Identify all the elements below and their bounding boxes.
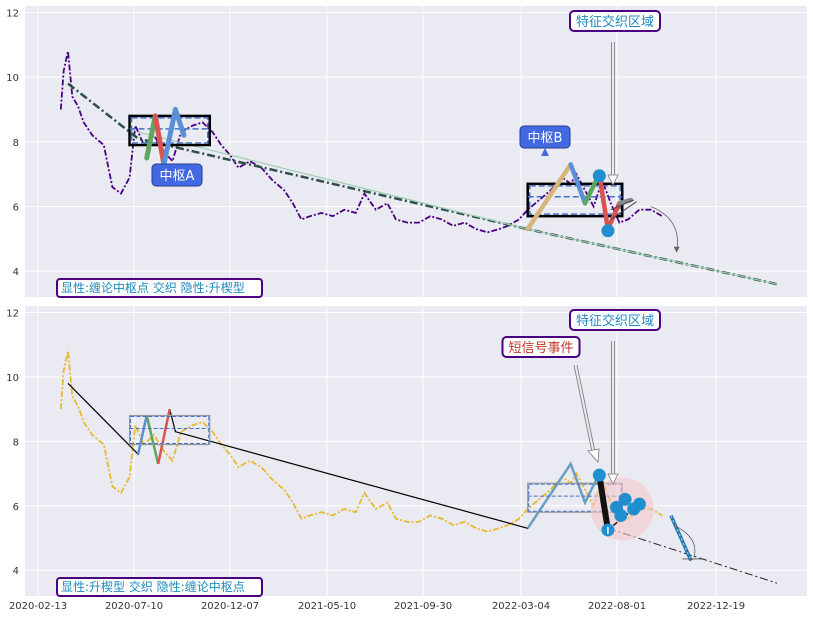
top-panel-bg <box>25 6 807 297</box>
y-tick-label: 8 <box>13 138 19 149</box>
panel-legend: 显性:缠论中枢点 交织 隐性:升楔型 <box>56 278 263 298</box>
zhongshu-inner-box <box>528 483 622 512</box>
x-tick-label: 2022-12-19 <box>687 601 745 612</box>
zigzag-segment <box>172 107 187 138</box>
panel-legend-text: 显性:升楔型 交织 隐性:缠论中枢点 <box>61 579 245 594</box>
curve-arrow <box>650 206 678 252</box>
annotation-feature-arrow-head <box>607 473 619 485</box>
zigzag-segment <box>525 162 573 232</box>
trend-line-outer <box>67 82 778 286</box>
wedge-drop-inner <box>670 515 692 561</box>
zhongshu-box <box>128 414 211 446</box>
annotation-signal-event-group: 短信号事件 <box>501 336 581 358</box>
zigzag-segment <box>152 113 167 167</box>
zigzag-segment <box>156 408 171 465</box>
zhongshu-label: 中枢A <box>160 169 195 184</box>
projection-line <box>607 527 778 584</box>
zigzag-segment <box>597 171 611 232</box>
zhongshu-label-group: 中枢A <box>151 163 203 187</box>
annotation-feature-arrow-head <box>607 174 619 186</box>
x-tick-label: 2020-02-13 <box>9 601 67 612</box>
zhongshu-label: 中枢B <box>528 131 563 146</box>
annotation-signal-event-box <box>501 336 581 358</box>
signal-marker <box>632 497 646 511</box>
x-tick-label: 2020-07-10 <box>105 601 163 612</box>
annotation-feature-zone-box <box>569 10 661 32</box>
y-tick-label: 6 <box>13 502 19 513</box>
zigzag-segment <box>161 107 178 167</box>
annotation-feature-arrow <box>607 341 619 485</box>
y-tick-label: 6 <box>13 202 19 213</box>
signal-marker <box>592 468 606 482</box>
zigzag-segment <box>144 113 158 161</box>
y-tick-label: 8 <box>13 437 19 448</box>
signal-marker <box>614 508 628 522</box>
zigzag-segment <box>617 197 634 206</box>
y-tick-label: 10 <box>6 373 19 384</box>
top-panel: 4 6 8 10 12 中枢A 中枢B 显性:缠论中枢点 交织 隐性:升楔型 <box>6 6 807 298</box>
price-series <box>59 51 663 234</box>
signal-arrow-head <box>587 448 600 463</box>
price-series <box>59 350 663 533</box>
y-tick-label: 10 <box>6 73 19 84</box>
annotation-feature-zone: 特征交织区域 <box>576 14 654 30</box>
y-tick-label: 12 <box>6 308 19 319</box>
pivot-marker <box>592 169 606 183</box>
curve-arrow-head <box>673 246 680 253</box>
wedge-line <box>610 199 634 211</box>
bottom-panel-plot <box>59 350 778 584</box>
panel-legend-text: 显性:缠论中枢点 交织 隐性:升楔型 <box>61 280 245 295</box>
x-tick-label: 2022-03-04 <box>492 601 550 612</box>
zhongshu-inner-box <box>528 185 621 215</box>
signal-drop <box>596 474 611 531</box>
bottom-panel-bg <box>25 306 807 596</box>
wedge-line <box>610 201 637 220</box>
x-tick-label: 2020-12-07 <box>201 601 259 612</box>
signal-arrow-shaft-r <box>576 364 596 453</box>
annotation-feature-arrow <box>607 42 619 186</box>
zhongshu-label-pointer <box>541 148 549 156</box>
zigzag-segment <box>145 415 160 465</box>
top-panel-plot <box>59 51 778 286</box>
pivot-marker <box>601 224 615 238</box>
curve-arrow <box>673 524 696 558</box>
x-tick-label: 2021-05-10 <box>298 601 356 612</box>
zigzag-segment <box>568 162 588 206</box>
y-tick-label: 4 <box>13 267 19 278</box>
panel-legend-box <box>56 278 263 298</box>
annotation-signal-event: 短信号事件 <box>508 341 573 356</box>
signal-marker <box>618 492 632 506</box>
zigzag-segment <box>136 415 148 455</box>
panel-legend-box <box>56 577 263 597</box>
zhongshu-label-bg <box>151 163 203 187</box>
annotation-feature-zone-group: 特征交织区域 <box>569 10 661 32</box>
annotation-feature-zone: 特征交织区域 <box>576 313 654 329</box>
x-tick-label: 2021-09-30 <box>394 601 452 612</box>
panel-legend: 显性:升楔型 交织 隐性:缠论中枢点 <box>56 577 263 597</box>
zhongshu-box <box>526 182 624 218</box>
signal-arrow-shaft-l <box>573 364 593 453</box>
zhongshu-label-group: 中枢B <box>519 125 571 149</box>
annotation-feature-zone-group: 特征交织区域 <box>569 309 661 331</box>
zhongshu-inner-box <box>130 416 210 445</box>
y-tick-label: 12 <box>6 8 19 19</box>
y-tick-label: 4 <box>13 566 19 577</box>
annotation-feature-zone-box <box>569 309 661 331</box>
annotation-signal-arrow <box>573 364 600 463</box>
bottom-panel: 4 6 8 10 12 2020-02-13 2020-07-10 2020-12-07 202… <box>6 306 807 612</box>
x-tick-label: 2022-08-01 <box>588 601 646 612</box>
